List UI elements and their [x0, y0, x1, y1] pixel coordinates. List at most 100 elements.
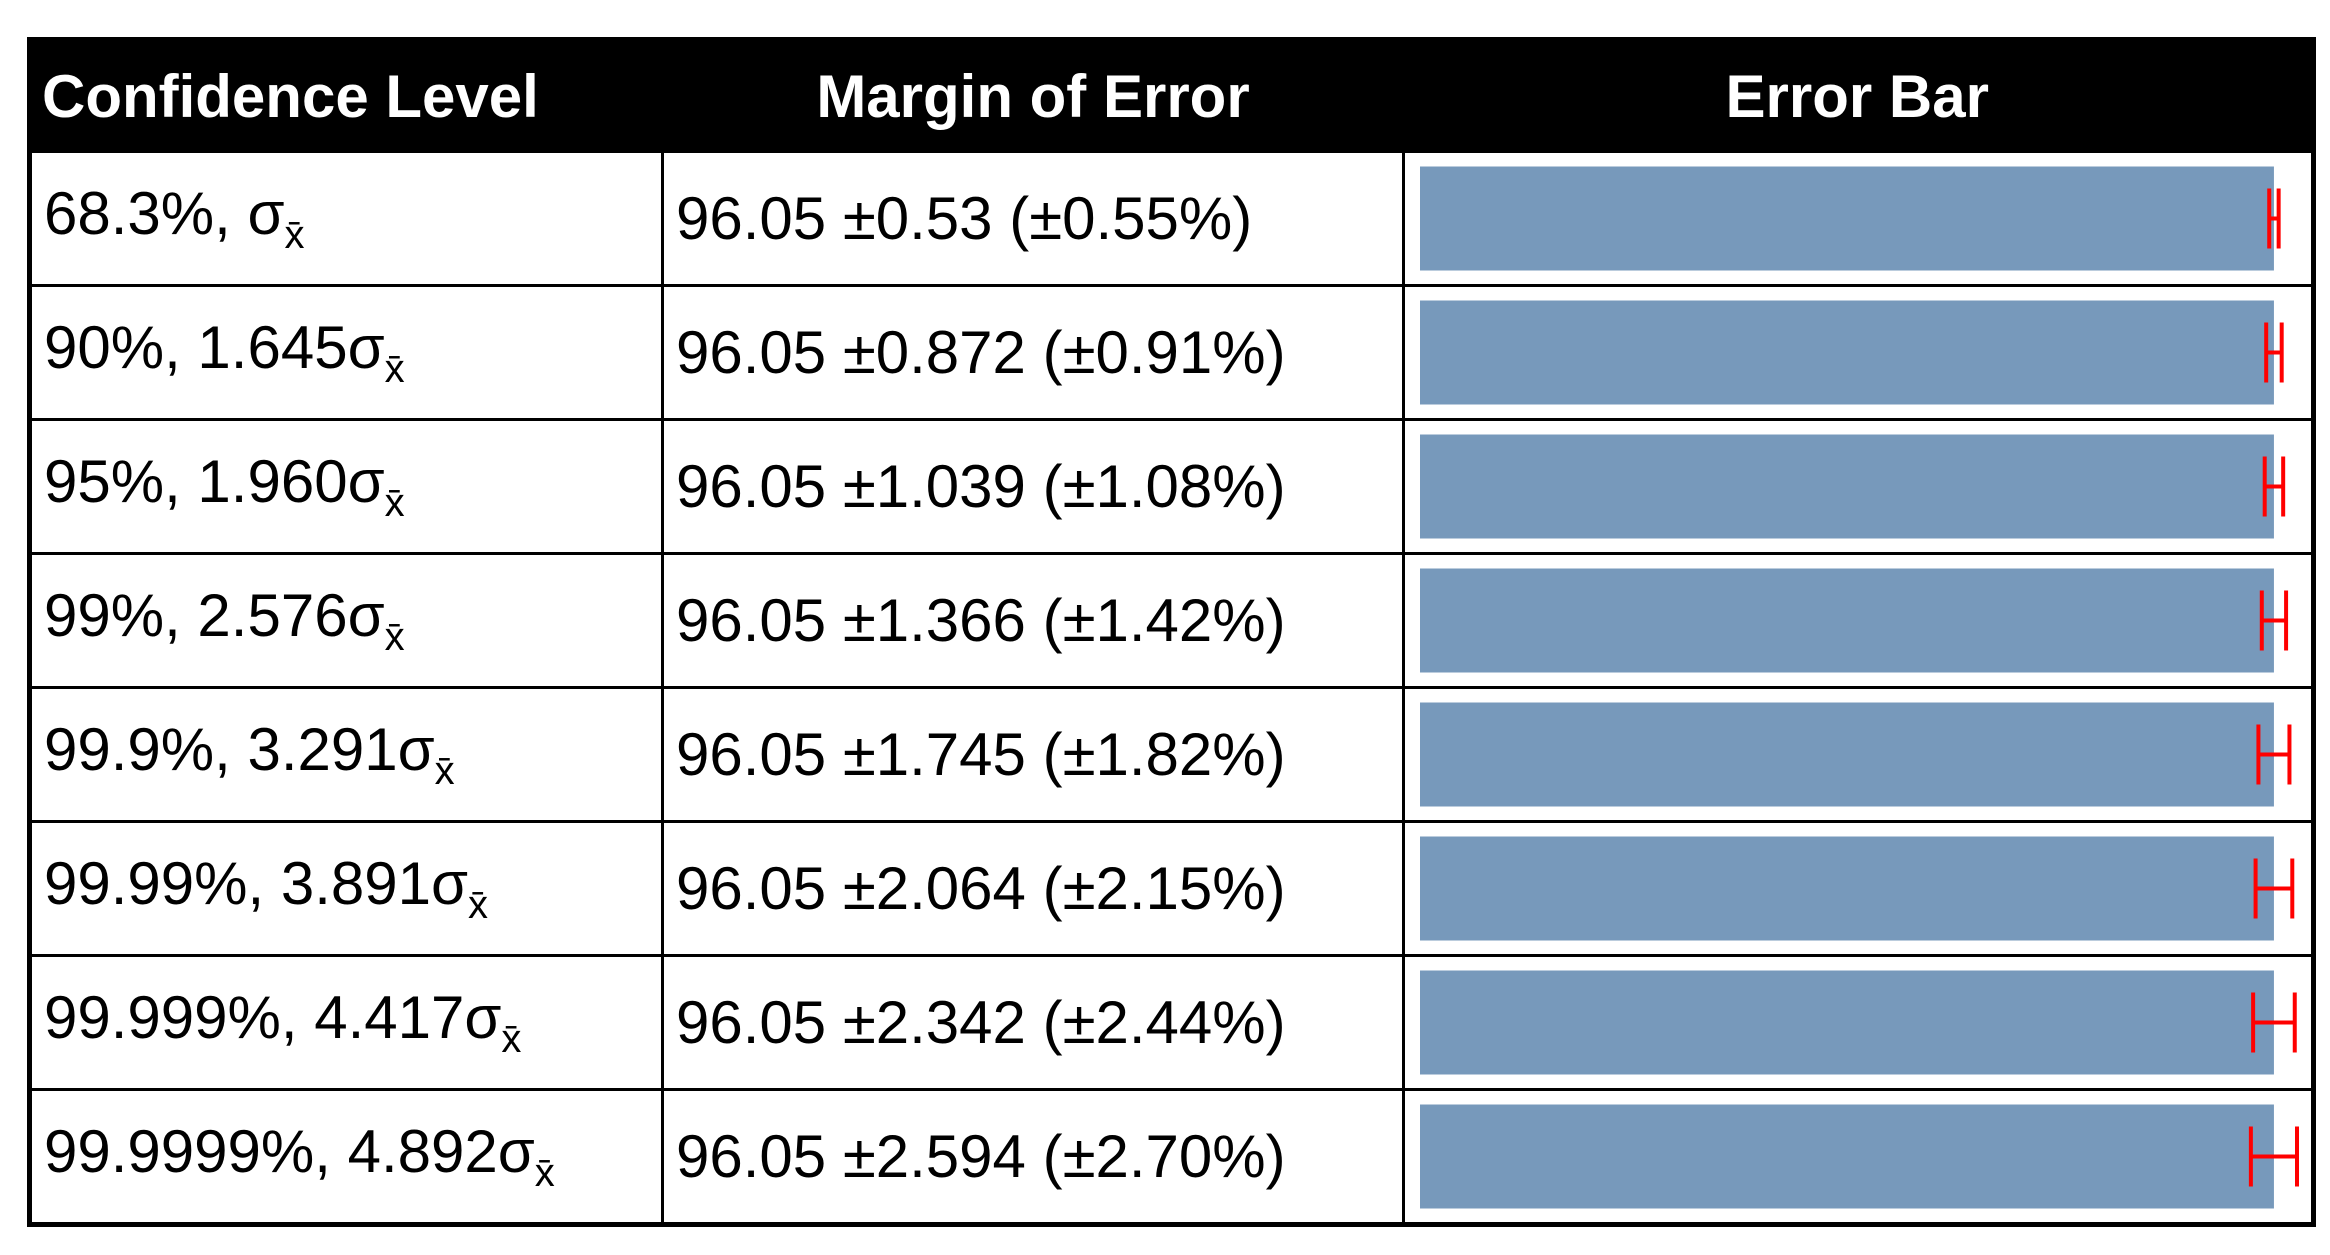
level-text: 90%, 1.645σ	[44, 314, 385, 381]
confidence-level: 99.9999%, 4.892σx̄	[28, 1088, 664, 1226]
percent-text: (±0.55%)	[1009, 185, 1253, 252]
error-bar-chart	[1420, 970, 2297, 1075]
level-text: 99%, 2.576σ	[44, 582, 385, 649]
error-bar	[2267, 188, 2281, 249]
error-bar-chart	[1420, 434, 2286, 539]
error-bar	[2256, 724, 2292, 785]
level-subscript: x̄	[384, 481, 405, 525]
level-text: 68.3%, σ	[44, 180, 285, 247]
level-subscript: x̄	[534, 1151, 555, 1195]
plus-minus: ±	[842, 855, 876, 922]
error-bar	[2264, 322, 2284, 383]
margin-text: 1.366	[875, 587, 1026, 654]
margin-of-error: 96.05 ±0.53 (±0.55%)	[661, 150, 1405, 287]
error-bar-chart	[1420, 1104, 2299, 1209]
level-subscript: x̄	[284, 213, 305, 257]
plus-minus: ±	[842, 989, 876, 1056]
mean-text: 96.05	[676, 453, 827, 520]
column-header: Confidence Level	[29, 39, 663, 152]
bar	[1420, 970, 2274, 1075]
level-subscript: x̄	[501, 1017, 522, 1061]
error-bar-cell	[1402, 954, 2315, 1091]
mean-text: 96.05	[676, 989, 827, 1056]
error-bar-cell	[1402, 1088, 2315, 1226]
margin-of-error: 96.05 ±1.366 (±1.42%)	[661, 552, 1405, 689]
error-bar	[2262, 456, 2286, 517]
margin-text: 0.872	[875, 319, 1026, 386]
error-bar-cell	[1402, 686, 2315, 823]
plus-minus: ±	[842, 185, 876, 252]
confidence-level: 68.3%, σx̄	[28, 150, 664, 287]
margin-text: 1.745	[875, 721, 1026, 788]
margin-text: 1.039	[875, 453, 1026, 520]
margin-of-error: 96.05 ±1.745 (±1.82%)	[661, 686, 1405, 823]
error-bar-chart	[1420, 300, 2284, 405]
plus-minus: ±	[842, 453, 876, 520]
plus-minus: ±	[842, 319, 876, 386]
level-subscript: x̄	[434, 749, 455, 793]
percent-text: (±2.70%)	[1042, 1123, 1286, 1190]
percent-text: (±2.15%)	[1042, 855, 1286, 922]
error-bar	[2251, 992, 2297, 1053]
bar	[1420, 166, 2274, 271]
percent-text: (±1.82%)	[1042, 721, 1286, 788]
level-subscript: x̄	[384, 615, 405, 659]
percent-text: (±0.91%)	[1042, 319, 1286, 386]
bar	[1420, 300, 2274, 405]
confidence-level: 90%, 1.645σx̄	[28, 284, 664, 421]
percent-text: (±1.08%)	[1042, 453, 1286, 520]
mean-text: 96.05	[676, 855, 827, 922]
confidence-table: Confidence Level Margin of Error Error B…	[27, 37, 2316, 1227]
error-bar	[2259, 590, 2289, 651]
level-text: 95%, 1.960σ	[44, 448, 385, 515]
confidence-level: 99%, 2.576σx̄	[28, 552, 664, 689]
table-body: 68.3%, σx̄ 96.05 ±0.53 (±0.55%) 90%, 1.645…	[28, 150, 2315, 1226]
table-row: 68.3%, σx̄ 96.05 ±0.53 (±0.55%)	[28, 150, 2315, 287]
level-subscript: x̄	[384, 347, 405, 391]
bar	[1420, 1104, 2274, 1209]
error-bar-cell	[1402, 150, 2315, 287]
mean-text: 96.05	[676, 587, 827, 654]
confidence-level: 99.9%, 3.291σx̄	[28, 686, 664, 823]
percent-text: (±2.44%)	[1042, 989, 1286, 1056]
error-bar-chart	[1420, 836, 2295, 941]
error-bar	[2253, 858, 2295, 919]
mean-text: 96.05	[676, 1123, 827, 1190]
error-bar-cell	[1402, 284, 2315, 421]
error-bar-cell	[1402, 552, 2315, 689]
table-row: 99.9%, 3.291σx̄ 96.05 ±1.745 (±1.82%)	[28, 686, 2315, 823]
bar	[1420, 702, 2274, 807]
table-row: 99.9999%, 4.892σx̄ 96.05 ±2.594 (±2.70%)	[28, 1088, 2315, 1226]
error-bar-cell	[1402, 418, 2315, 555]
error-bar-chart	[1420, 166, 2281, 271]
margin-text: 2.342	[875, 989, 1026, 1056]
error-bar	[2248, 1126, 2299, 1187]
column-header: Margin of Error	[662, 39, 1404, 152]
percent-text: (±1.42%)	[1042, 587, 1286, 654]
plus-minus: ±	[842, 721, 876, 788]
error-bar-chart	[1420, 702, 2292, 807]
bar	[1420, 434, 2274, 539]
error-bar-cell	[1402, 820, 2315, 957]
column-header: Error Bar	[1403, 39, 2314, 152]
table-row: 95%, 1.960σx̄ 96.05 ±1.039 (±1.08%)	[28, 418, 2315, 555]
table-row: 99%, 2.576σx̄ 96.05 ±1.366 (±1.42%)	[28, 552, 2315, 689]
margin-of-error: 96.05 ±1.039 (±1.08%)	[661, 418, 1405, 555]
margin-of-error: 96.05 ±2.594 (±2.70%)	[661, 1088, 1405, 1226]
margin-text: 0.53	[875, 185, 993, 252]
level-text: 99.999%, 4.417σ	[44, 984, 502, 1051]
mean-text: 96.05	[676, 185, 827, 252]
table-row: 90%, 1.645σx̄ 96.05 ±0.872 (±0.91%)	[28, 284, 2315, 421]
table-header: Confidence Level Margin of Error Error B…	[29, 39, 2314, 152]
margin-text: 2.594	[875, 1123, 1026, 1190]
confidence-level: 99.999%, 4.417σx̄	[28, 954, 664, 1091]
margin-of-error: 96.05 ±0.872 (±0.91%)	[661, 284, 1405, 421]
level-text: 99.9%, 3.291σ	[44, 716, 435, 783]
margin-of-error: 96.05 ±2.342 (±2.44%)	[661, 954, 1405, 1091]
confidence-level: 95%, 1.960σx̄	[28, 418, 664, 555]
margin-of-error: 96.05 ±2.064 (±2.15%)	[661, 820, 1405, 957]
plus-minus: ±	[842, 587, 876, 654]
bar	[1420, 568, 2274, 673]
level-text: 99.99%, 3.891σ	[44, 850, 469, 917]
margin-text: 2.064	[875, 855, 1026, 922]
